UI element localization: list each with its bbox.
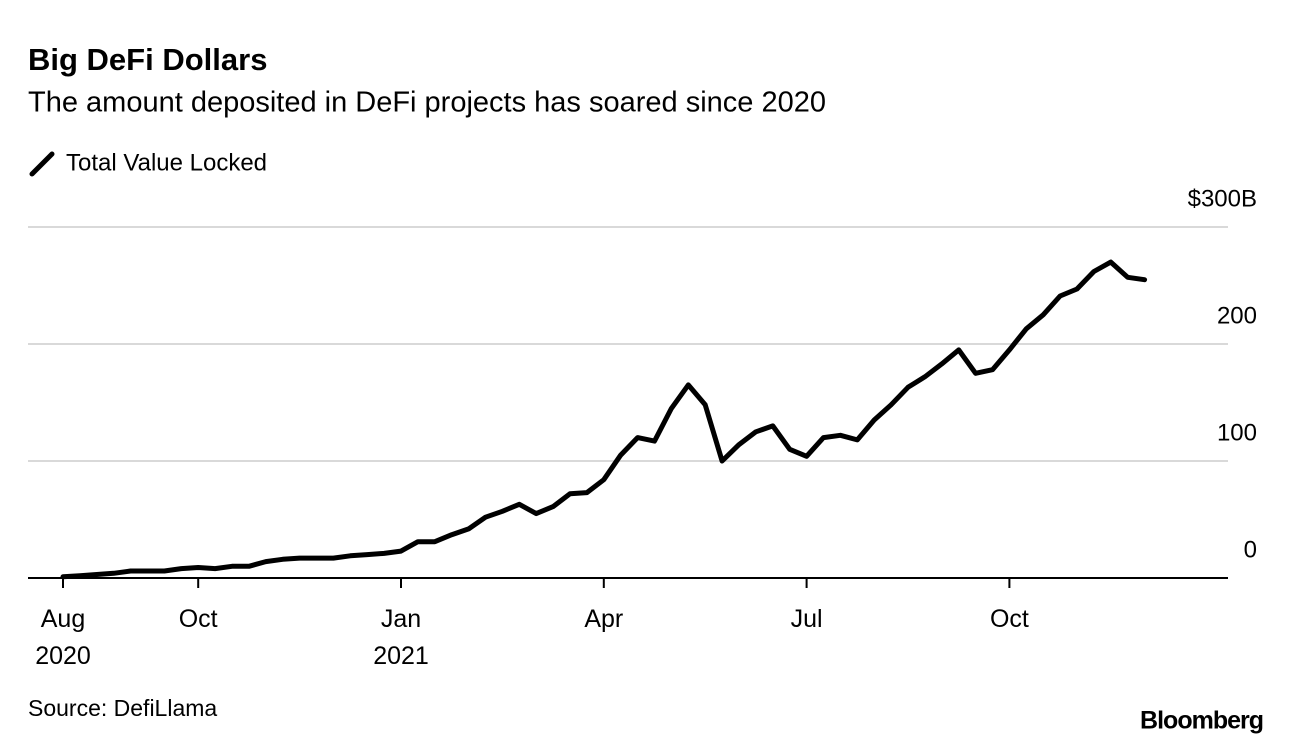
- y-tick-label: 200: [1217, 302, 1257, 329]
- x-tick-label: Aug 2020: [35, 605, 91, 670]
- data-line: [60, 259, 1148, 580]
- x-tick-label: Oct: [178, 605, 218, 633]
- y-tick-label: $300B: [1188, 185, 1257, 212]
- legend-swatch: [29, 151, 55, 177]
- x-tick-label: Oct: [989, 605, 1029, 633]
- y-tick-label: 0: [1244, 536, 1257, 563]
- x-tick-label: Jan 2021: [373, 605, 429, 670]
- y-tick-label: 100: [1217, 419, 1257, 446]
- chart-title: Big DeFi Dollars: [28, 42, 267, 77]
- brand: Bloomberg: [1140, 707, 1263, 735]
- x-tick-label: Apr: [584, 605, 624, 633]
- legend-label: Total Value Locked: [66, 149, 267, 176]
- chart-subtitle: The amount deposited in DeFi projects ha…: [28, 87, 826, 119]
- x-tick-label: Jul: [790, 605, 823, 633]
- source: Source: DefiLlama: [28, 695, 217, 721]
